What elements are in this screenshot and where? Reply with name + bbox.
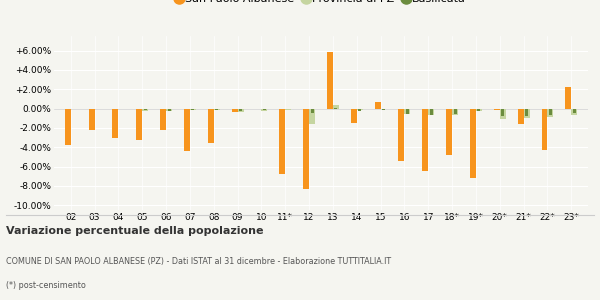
- Bar: [89, 109, 95, 130]
- Bar: [357, 109, 363, 110]
- Bar: [239, 109, 242, 111]
- Bar: [214, 109, 220, 110]
- Bar: [72, 109, 75, 110]
- Bar: [184, 109, 190, 151]
- Bar: [428, 109, 434, 115]
- Legend: San Paolo Albanese, Provincia di PZ, Basilicata: San Paolo Albanese, Provincia di PZ, Bas…: [172, 0, 470, 8]
- Bar: [167, 109, 170, 111]
- Bar: [422, 109, 428, 171]
- Bar: [358, 109, 361, 111]
- Bar: [374, 102, 380, 109]
- Bar: [287, 109, 290, 110]
- Bar: [327, 52, 333, 109]
- Bar: [500, 109, 506, 119]
- Bar: [351, 109, 357, 123]
- Bar: [65, 109, 71, 145]
- Bar: [96, 109, 99, 110]
- Bar: [142, 109, 148, 111]
- Bar: [256, 109, 262, 110]
- Bar: [573, 109, 576, 113]
- Bar: [446, 109, 452, 155]
- Text: COMUNE DI SAN PAOLO ALBANESE (PZ) - Dati ISTAT al 31 dicembre - Elaborazione TUT: COMUNE DI SAN PAOLO ALBANESE (PZ) - Dati…: [6, 257, 391, 266]
- Bar: [160, 109, 166, 130]
- Bar: [71, 109, 77, 110]
- Bar: [285, 109, 291, 110]
- Bar: [430, 109, 433, 115]
- Bar: [143, 109, 146, 110]
- Bar: [404, 109, 410, 114]
- Bar: [215, 109, 218, 110]
- Bar: [571, 109, 577, 115]
- Bar: [190, 109, 196, 110]
- Bar: [191, 109, 194, 110]
- Bar: [476, 109, 482, 111]
- Bar: [398, 109, 404, 161]
- Text: Variazione percentuale della popolazione: Variazione percentuale della popolazione: [6, 226, 263, 236]
- Bar: [525, 109, 528, 116]
- Bar: [263, 109, 266, 110]
- Bar: [542, 109, 547, 150]
- Bar: [303, 109, 309, 189]
- Bar: [518, 109, 524, 124]
- Bar: [112, 109, 118, 137]
- Bar: [382, 109, 385, 110]
- Bar: [262, 109, 268, 111]
- Bar: [311, 109, 314, 113]
- Bar: [136, 109, 142, 140]
- Bar: [208, 109, 214, 143]
- Bar: [470, 109, 476, 178]
- Bar: [565, 87, 571, 109]
- Bar: [478, 109, 481, 111]
- Bar: [501, 109, 504, 116]
- Bar: [120, 109, 123, 110]
- Bar: [118, 109, 124, 110]
- Bar: [547, 109, 553, 117]
- Bar: [333, 105, 339, 109]
- Bar: [309, 109, 315, 124]
- Bar: [232, 109, 238, 112]
- Bar: [549, 109, 552, 115]
- Bar: [494, 109, 500, 110]
- Bar: [454, 109, 457, 114]
- Bar: [279, 109, 285, 174]
- Bar: [334, 107, 337, 109]
- Text: (*) post-censimento: (*) post-censimento: [6, 281, 86, 290]
- Bar: [95, 109, 100, 110]
- Bar: [380, 109, 386, 110]
- Bar: [452, 109, 458, 115]
- Bar: [406, 109, 409, 114]
- Bar: [524, 109, 530, 118]
- Bar: [166, 109, 172, 111]
- Bar: [238, 109, 244, 112]
